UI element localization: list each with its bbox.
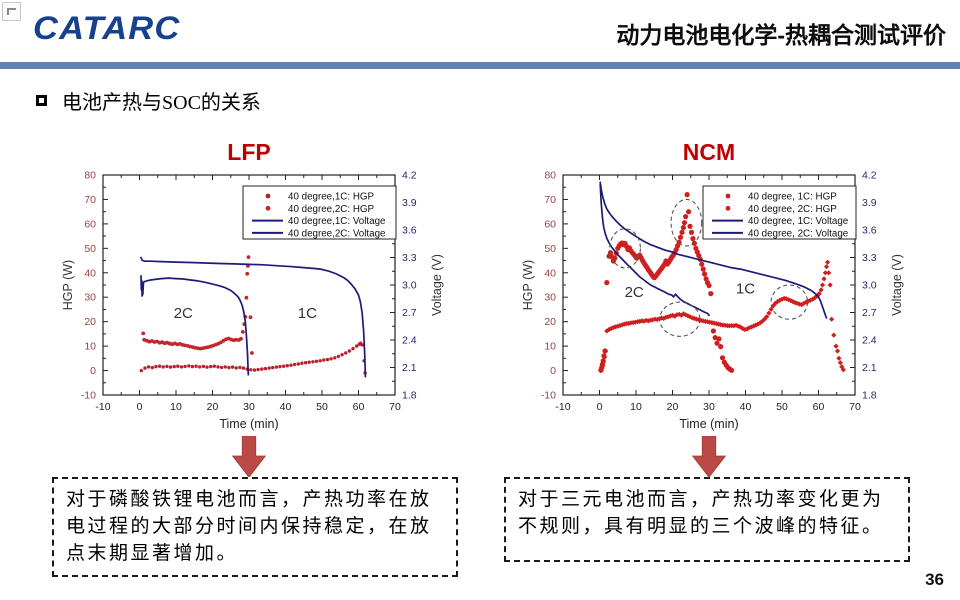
lfp-conclusion-box: 对于磷酸铁锂电池而言，产热功率在放电过程的大部分时间内保持稳定，在放点末期显著增…	[52, 477, 458, 577]
svg-text:Voltage (V): Voltage (V)	[430, 254, 444, 316]
svg-text:-10: -10	[81, 390, 96, 402]
down-arrow-icon	[231, 436, 267, 478]
svg-text:3.0: 3.0	[862, 280, 877, 292]
svg-text:40 degree,2C: HGP: 40 degree,2C: HGP	[288, 204, 375, 215]
svg-text:50: 50	[776, 401, 788, 413]
lfp-conclusion-text: 对于磷酸铁锂电池而言，产热功率在放电过程的大部分时间内保持稳定，在放点末期显著增…	[66, 489, 432, 564]
svg-text:40: 40	[740, 401, 752, 413]
svg-text:10: 10	[170, 401, 182, 413]
svg-text:20: 20	[207, 401, 219, 413]
svg-text:4.2: 4.2	[862, 170, 877, 182]
svg-text:Voltage (V): Voltage (V)	[890, 254, 904, 316]
slide-title: 动力电池电化学-热耦合测试评价	[616, 22, 946, 48]
section-heading: 电池产热与SOC的关系	[36, 86, 261, 115]
svg-text:40 degree,1C: HGP: 40 degree,1C: HGP	[288, 192, 375, 203]
svg-text:40 degree,1C: Voltage: 40 degree,1C: Voltage	[288, 216, 386, 227]
corner-artifact	[2, 2, 21, 21]
lfp-chart-title: LFP	[227, 139, 271, 165]
svg-text:0: 0	[550, 365, 556, 377]
svg-text:30: 30	[703, 401, 715, 413]
svg-text:10: 10	[630, 401, 642, 413]
svg-text:50: 50	[544, 243, 556, 255]
svg-text:30: 30	[84, 292, 96, 304]
svg-text:HGP (W): HGP (W)	[521, 260, 535, 310]
svg-text:0: 0	[90, 365, 96, 377]
svg-text:2.1: 2.1	[402, 362, 417, 374]
svg-text:10: 10	[84, 341, 96, 353]
svg-text:70: 70	[389, 401, 401, 413]
svg-text:70: 70	[84, 194, 96, 206]
svg-text:70: 70	[849, 401, 861, 413]
down-arrow-icon	[691, 436, 727, 478]
svg-text:40: 40	[280, 401, 292, 413]
svg-text:30: 30	[243, 401, 255, 413]
svg-text:2.4: 2.4	[862, 335, 877, 347]
svg-text:2.7: 2.7	[862, 307, 877, 319]
svg-text:40 degree, 1C: Voltage: 40 degree, 1C: Voltage	[748, 216, 849, 227]
svg-text:4.2: 4.2	[402, 170, 417, 182]
lfp-chart: -10 0 10 20 30 40 50 60 70 -10 0 10 20 30 40 50 60 70 80 1.…	[61, 170, 444, 432]
svg-text:3.0: 3.0	[402, 280, 417, 292]
svg-text:2.7: 2.7	[402, 307, 417, 319]
svg-text:40 degree,2C: Voltage: 40 degree,2C: Voltage	[288, 228, 386, 239]
svg-text:1.8: 1.8	[402, 390, 417, 402]
svg-text:70: 70	[544, 194, 556, 206]
svg-text:2C: 2C	[174, 305, 193, 322]
section-heading-text: 电池产热与SOC的关系	[62, 92, 261, 114]
svg-text:60: 60	[84, 218, 96, 230]
svg-text:1C: 1C	[736, 281, 755, 298]
svg-text:40 degree, 2C: HGP: 40 degree, 2C: HGP	[748, 204, 837, 215]
page-number: 36	[925, 570, 944, 589]
svg-text:30: 30	[544, 292, 556, 304]
svg-text:2.1: 2.1	[862, 362, 877, 374]
svg-text:3.9: 3.9	[862, 197, 877, 209]
square-bullet-icon	[36, 95, 47, 106]
svg-text:Time (min): Time (min)	[219, 417, 278, 431]
svg-text:50: 50	[316, 401, 328, 413]
svg-text:Time (min): Time (min)	[679, 417, 738, 431]
svg-text:40: 40	[84, 267, 96, 279]
svg-text:2.4: 2.4	[402, 335, 417, 347]
svg-text:0: 0	[137, 401, 143, 413]
svg-text:-10: -10	[541, 390, 556, 402]
svg-text:50: 50	[84, 243, 96, 255]
svg-text:10: 10	[544, 341, 556, 353]
svg-text:80: 80	[544, 170, 556, 182]
svg-text:-10: -10	[555, 401, 570, 413]
header-divider	[0, 62, 960, 69]
ncm-chart-title: NCM	[682, 139, 736, 165]
svg-text:1C: 1C	[298, 305, 317, 322]
svg-text:20: 20	[84, 316, 96, 328]
svg-text:3.3: 3.3	[862, 252, 877, 264]
svg-text:60: 60	[813, 401, 825, 413]
svg-text:1.8: 1.8	[862, 390, 877, 402]
svg-text:60: 60	[353, 401, 365, 413]
svg-text:HGP (W): HGP (W)	[61, 260, 75, 310]
svg-text:20: 20	[667, 401, 679, 413]
svg-text:40: 40	[544, 267, 556, 279]
ncm-conclusion-text: 对于三元电池而言，产热功率变化更为不规则，具有明显的三个波峰的特征。	[518, 489, 884, 537]
svg-text:3.3: 3.3	[402, 252, 417, 264]
svg-text:60: 60	[544, 218, 556, 230]
svg-text:-10: -10	[95, 401, 110, 413]
svg-text:80: 80	[84, 170, 96, 182]
svg-text:2C: 2C	[625, 284, 644, 301]
svg-text:3.6: 3.6	[862, 225, 877, 237]
catarc-logo: CATARC	[33, 11, 181, 47]
svg-text:40 degree, 2C: Voltage: 40 degree, 2C: Voltage	[748, 228, 849, 239]
svg-text:40 degree, 1C: HGP: 40 degree, 1C: HGP	[748, 192, 837, 203]
svg-text:0: 0	[597, 401, 603, 413]
svg-text:3.6: 3.6	[402, 225, 417, 237]
svg-text:3.9: 3.9	[402, 197, 417, 209]
ncm-chart: -10 0 10 20 30 40 50 60 70 -10 0 10 20 30 40 50 60 70 80 1.…	[521, 170, 904, 432]
svg-text:20: 20	[544, 316, 556, 328]
ncm-conclusion-box: 对于三元电池而言，产热功率变化更为不规则，具有明显的三个波峰的特征。	[504, 477, 910, 562]
